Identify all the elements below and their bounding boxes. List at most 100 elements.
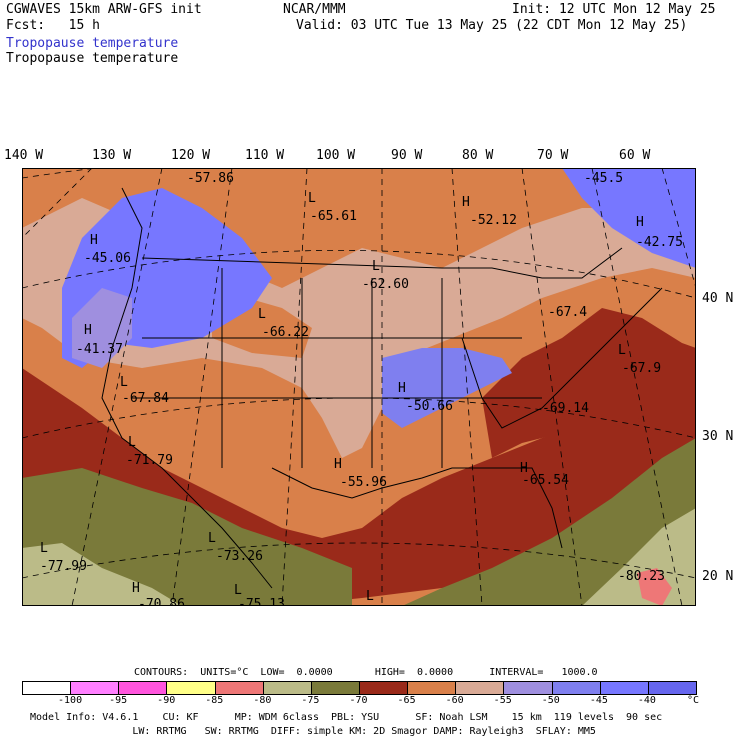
color-legend-swatch <box>648 682 696 694</box>
color-legend-tick: -80 <box>253 695 272 706</box>
lon-label: 80 W <box>462 148 494 163</box>
color-legend-swatch <box>359 682 409 694</box>
lon-label: 140 W <box>4 148 44 163</box>
map-frame <box>22 168 696 606</box>
color-legend-swatch <box>504 682 553 694</box>
map-high-marker: H <box>334 457 342 472</box>
map-value-label: -66.22 <box>262 325 309 340</box>
map-value-label: -67.4 <box>548 305 588 320</box>
color-legend-bar <box>22 681 697 695</box>
map-value-label: -77.99 <box>40 559 87 574</box>
color-legend-tick: -50 <box>541 695 560 706</box>
color-legend-swatch <box>167 682 216 694</box>
map-value-label: -52.12 <box>470 213 517 228</box>
field-title-colored: Tropopause temperature <box>6 36 179 51</box>
map-value-label: -45.5 <box>584 171 624 186</box>
color-legend-swatch <box>456 682 505 694</box>
map-graphic <box>22 168 696 606</box>
field-band-blue-central <box>382 348 512 428</box>
color-legend-tick: -45 <box>589 695 608 706</box>
map-value-label: -73.26 <box>216 549 263 564</box>
map-value-label: -71.79 <box>126 453 173 468</box>
color-legend-tick: -70 <box>349 695 368 706</box>
map-value-label: -65.54 <box>522 473 569 488</box>
color-legend-swatch <box>408 682 457 694</box>
lon-label: 70 W <box>537 148 569 163</box>
lon-label: 110 W <box>245 148 285 163</box>
field-band-tan-sw <box>22 543 182 606</box>
field-band-tan-se <box>582 508 696 606</box>
color-legend-tick: -65 <box>397 695 416 706</box>
color-legend-tick: -85 <box>205 695 224 706</box>
init-time: Init: 12 UTC Mon 12 May 25 <box>512 2 716 17</box>
map-value-label: -67.84 <box>122 391 169 406</box>
color-legend-swatch <box>23 682 72 694</box>
lon-label: 90 W <box>391 148 423 163</box>
color-legend-tick: -40 <box>637 695 656 706</box>
lon-label: 60 W <box>619 148 651 163</box>
color-legend-swatch <box>552 682 601 694</box>
map-value-label: -42.75 <box>636 235 683 250</box>
map-high-marker: H <box>520 461 528 476</box>
color-legend-swatch <box>119 682 168 694</box>
map-high-marker: H <box>90 233 98 248</box>
color-legend-tick: -55 <box>493 695 512 706</box>
color-legend-tick: -75 <box>301 695 320 706</box>
lat-label: 20 N <box>702 569 734 584</box>
model-info-line1: Model Info: V4.6.1 CU: KF MP: WDM 6class… <box>30 712 663 723</box>
map-value-label: -57.86 <box>187 171 234 186</box>
map-low-marker: L <box>120 375 128 390</box>
map-high-marker: H <box>132 581 140 596</box>
map-low-marker: L <box>308 191 316 206</box>
map-low-marker: L <box>372 259 380 274</box>
field-band-olive-se <box>402 438 696 606</box>
map-low-marker: L <box>128 435 136 450</box>
lon-label: 130 W <box>92 148 132 163</box>
map-low-marker: L <box>618 343 626 358</box>
field-band-pink <box>637 568 672 606</box>
map-high-marker: H <box>84 323 92 338</box>
color-legend-tick: -95 <box>109 695 128 706</box>
map-value-label: -80.23 <box>618 569 665 584</box>
color-legend-unit: °C <box>686 695 700 706</box>
valid-time: Valid: 03 UTC Tue 13 May 25 (22 CDT Mon … <box>296 18 688 33</box>
model-info-line2: LW: RRTMG SW: RRTMG DIFF: simple KM: 2D … <box>30 726 596 737</box>
color-legend-swatch <box>600 682 649 694</box>
map-value-label: -45.06 <box>84 251 131 266</box>
map-low-marker: L <box>366 589 374 604</box>
map-high-marker: H <box>398 381 406 396</box>
color-legend-tick: -90 <box>157 695 176 706</box>
field-band-darkred-east <box>482 308 696 458</box>
map-high-marker: H <box>462 195 470 210</box>
map-value-label: -41.37 <box>76 342 123 357</box>
field-band-lavender-west <box>72 288 132 368</box>
map-low-marker: L <box>40 541 48 556</box>
map-value-label: -70.86 <box>138 597 185 607</box>
lon-label: 120 W <box>171 148 211 163</box>
model-title: CGWAVES 15km ARW-GFS init <box>6 2 202 17</box>
map-low-marker: L <box>208 531 216 546</box>
contour-info: CONTOURS: UNITS=°C LOW= 0.0000 HIGH= 0.0… <box>134 667 598 678</box>
color-legend-swatch <box>263 682 312 694</box>
map-value-label: -67.9 <box>622 361 662 376</box>
map-value-label: -50.66 <box>406 399 453 414</box>
graticule <box>22 168 696 606</box>
field-band-orange-north <box>322 188 442 248</box>
map-value-label: -65.61 <box>310 209 357 224</box>
center-label: NCAR/MMM <box>283 2 346 17</box>
map-value-label: -69.14 <box>542 401 589 416</box>
field-band-blue-ne <box>562 168 696 268</box>
color-legend-tick: -100 <box>58 695 83 706</box>
map-value-label: -75.13 <box>238 597 285 607</box>
map-panel: -57.86 -45.5 L -65.61 H -52.12 H -42.75 … <box>22 168 696 606</box>
forecast-hour: Fcst: 15 h <box>6 18 100 33</box>
color-legend-tick: -60 <box>445 695 464 706</box>
color-legend-swatch <box>71 682 120 694</box>
field-title: Tropopause temperature <box>6 51 179 66</box>
color-legend-swatch <box>215 682 264 694</box>
map-low-marker: L <box>234 583 242 598</box>
map-value-label: -55.96 <box>340 475 387 490</box>
lat-label: 30 N <box>702 429 734 444</box>
lat-label: 40 N <box>702 291 734 306</box>
color-legend-swatch <box>311 682 360 694</box>
